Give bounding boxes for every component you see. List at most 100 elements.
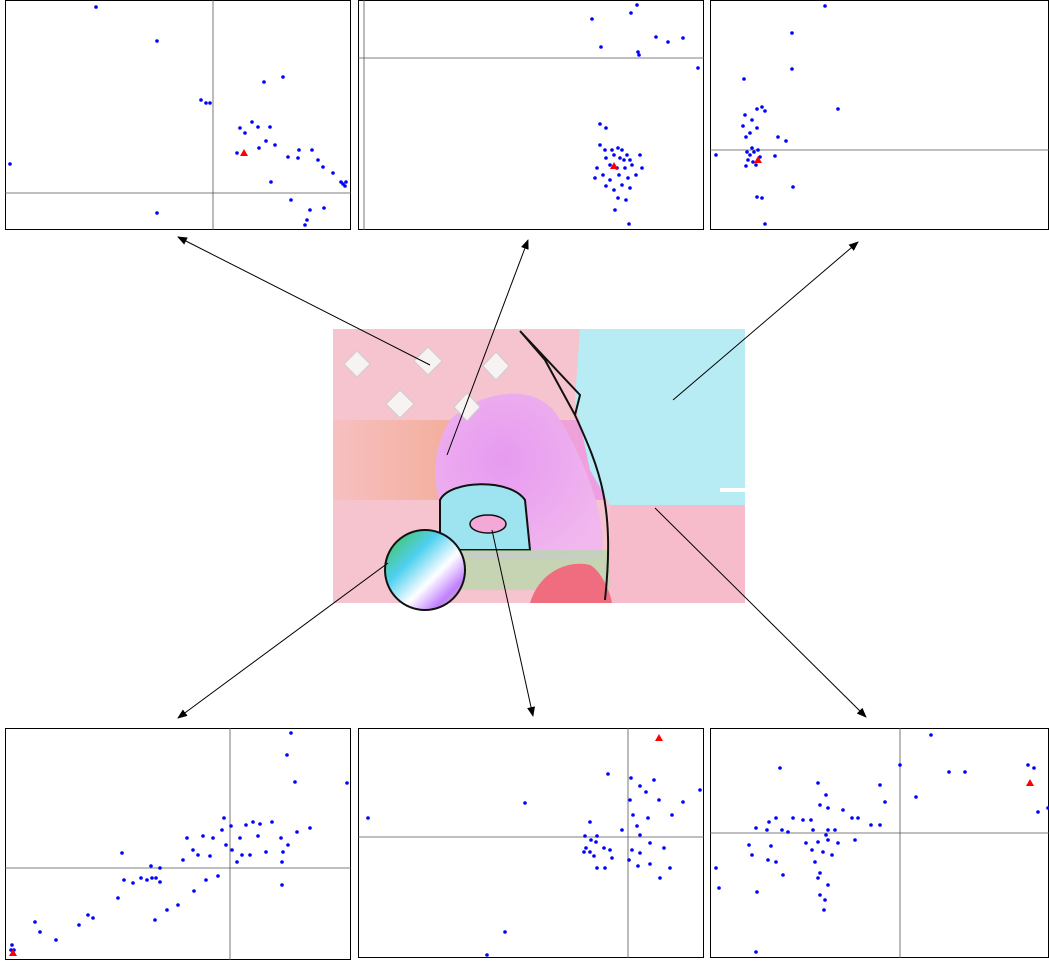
point [303, 223, 307, 227]
point [617, 173, 621, 177]
point [748, 153, 752, 157]
point [826, 838, 830, 842]
point [670, 813, 674, 817]
point [1046, 806, 1049, 810]
point [86, 913, 90, 917]
point [131, 881, 135, 885]
point [878, 823, 882, 827]
point [155, 39, 159, 43]
point [811, 828, 815, 832]
point [1026, 763, 1030, 767]
point [9, 948, 13, 952]
point [606, 772, 610, 776]
arrow [177, 562, 389, 719]
point [745, 150, 749, 154]
point [77, 923, 81, 927]
point [289, 731, 293, 735]
point [286, 155, 290, 159]
point [750, 146, 754, 150]
point [963, 770, 967, 774]
point [629, 11, 633, 15]
point [818, 871, 822, 875]
point [652, 778, 656, 782]
scatter-panel [5, 0, 351, 230]
point [654, 35, 658, 39]
point [366, 816, 370, 820]
point [296, 156, 300, 160]
point [604, 184, 608, 188]
point [816, 781, 820, 785]
point [592, 854, 596, 858]
point [822, 908, 826, 912]
point [791, 185, 795, 189]
point [786, 830, 790, 834]
point [122, 878, 126, 882]
point [714, 866, 718, 870]
point [750, 118, 754, 122]
point [154, 876, 158, 880]
highlight-point [610, 162, 618, 169]
point [830, 853, 834, 857]
point [755, 195, 759, 199]
point [638, 153, 642, 157]
point [947, 770, 951, 774]
point [230, 848, 234, 852]
point [331, 171, 335, 175]
point [818, 893, 822, 897]
point [816, 876, 820, 880]
point [250, 120, 254, 124]
point [264, 139, 268, 143]
point [826, 828, 830, 832]
point [620, 183, 624, 187]
point [741, 124, 745, 128]
point [646, 816, 650, 820]
point [791, 816, 795, 820]
point [153, 918, 157, 922]
point [625, 153, 629, 157]
panel-frame [5, 0, 351, 230]
point [155, 211, 159, 215]
point [657, 798, 661, 802]
point [270, 820, 274, 824]
point [717, 886, 721, 890]
point [778, 766, 782, 770]
point [666, 40, 670, 44]
point [196, 853, 200, 857]
point [627, 222, 631, 226]
point [624, 198, 628, 202]
highlight-point [9, 949, 17, 956]
point [818, 803, 822, 807]
point [593, 176, 597, 180]
point [289, 198, 293, 202]
point [850, 816, 854, 820]
scatter-panel [5, 728, 351, 960]
point [628, 798, 632, 802]
point [751, 160, 755, 164]
point [262, 80, 266, 84]
point [809, 818, 813, 822]
point [790, 67, 794, 71]
point [94, 5, 98, 9]
point [774, 860, 778, 864]
point [623, 166, 627, 170]
point [773, 154, 777, 158]
point [244, 823, 248, 827]
point [681, 800, 685, 804]
point [176, 903, 180, 907]
point [622, 158, 626, 162]
point [638, 784, 642, 788]
point [120, 851, 124, 855]
arrow [446, 239, 529, 456]
point [781, 873, 785, 877]
point [754, 826, 758, 830]
point [256, 834, 260, 838]
point [698, 788, 702, 792]
point [191, 848, 195, 852]
point [754, 950, 758, 954]
arrow [654, 507, 867, 718]
point [588, 850, 592, 854]
point [248, 853, 252, 857]
point [790, 31, 794, 35]
point [279, 836, 283, 840]
